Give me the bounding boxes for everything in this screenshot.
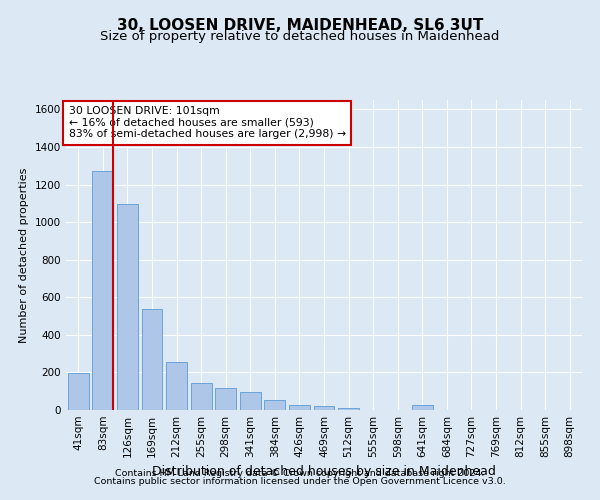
- Bar: [265, 400, 286, 410]
- Bar: [289, 404, 310, 410]
- Bar: [215, 388, 236, 410]
- Bar: [142, 308, 163, 410]
- X-axis label: Distribution of detached houses by size in Maidenhead: Distribution of detached houses by size …: [152, 466, 496, 478]
- Text: Contains HM Land Registry data © Crown copyright and database right 2024.: Contains HM Land Registry data © Crown c…: [115, 468, 485, 477]
- Y-axis label: Number of detached properties: Number of detached properties: [19, 168, 29, 342]
- Bar: [191, 383, 212, 410]
- Bar: [92, 172, 113, 410]
- Bar: [117, 204, 138, 410]
- Text: 30, LOOSEN DRIVE, MAIDENHEAD, SL6 3UT: 30, LOOSEN DRIVE, MAIDENHEAD, SL6 3UT: [117, 18, 483, 32]
- Bar: [314, 406, 334, 410]
- Bar: [68, 374, 89, 410]
- Text: 30 LOOSEN DRIVE: 101sqm
← 16% of detached houses are smaller (593)
83% of semi-d: 30 LOOSEN DRIVE: 101sqm ← 16% of detache…: [68, 106, 346, 140]
- Bar: [240, 392, 261, 410]
- Bar: [166, 362, 187, 410]
- Text: Size of property relative to detached houses in Maidenhead: Size of property relative to detached ho…: [100, 30, 500, 43]
- Bar: [338, 408, 359, 410]
- Bar: [412, 406, 433, 410]
- Text: Contains public sector information licensed under the Open Government Licence v3: Contains public sector information licen…: [94, 477, 506, 486]
